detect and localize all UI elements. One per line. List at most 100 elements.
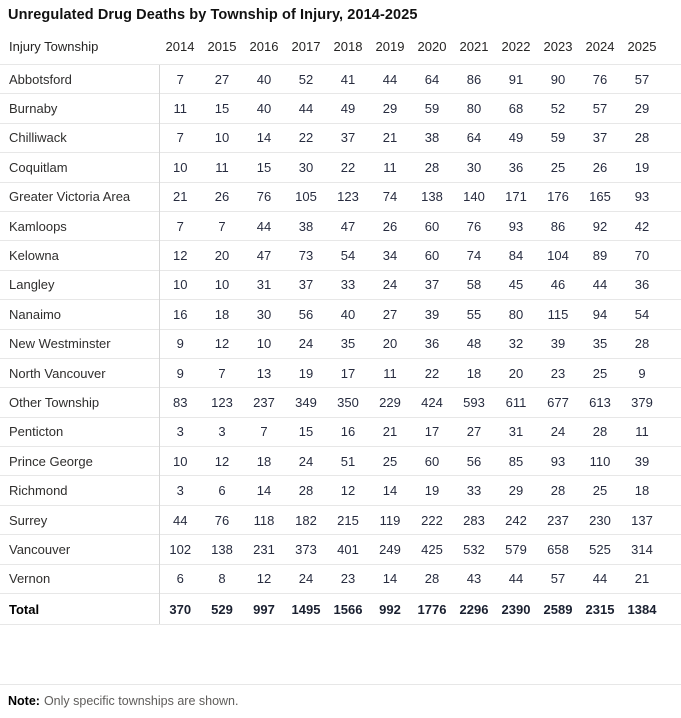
value-cell: 314	[621, 534, 663, 565]
total-value-cell: 1384	[621, 593, 663, 626]
header-row-label: Injury Township	[9, 38, 99, 54]
spacer-cell	[663, 93, 681, 124]
value-cell: 230	[579, 504, 621, 535]
value-cell: 27	[369, 299, 411, 330]
value-cell: 7	[158, 210, 201, 241]
value-cell: 52	[537, 93, 579, 124]
value-cell: 237	[243, 387, 285, 418]
header-row: Injury Township 2014 2015 2016 2017 2018 2019 2…	[0, 28, 681, 65]
value-cell: 23	[327, 563, 369, 594]
value-cell: 231	[243, 534, 285, 565]
value-cell: 237	[537, 504, 579, 535]
value-cell: 8	[201, 563, 243, 594]
value-cell: 52	[285, 63, 327, 94]
table-row-label: Chilliwack	[0, 122, 159, 153]
value-cell: 36	[621, 269, 663, 300]
value-cell: 242	[495, 504, 537, 535]
total-value-cell: 1495	[285, 593, 327, 626]
value-cell: 532	[453, 534, 495, 565]
value-cell: 27	[453, 416, 495, 447]
spacer-cell	[663, 122, 681, 153]
value-cell: 44	[158, 504, 201, 535]
value-cell: 85	[495, 446, 537, 476]
value-cell: 73	[285, 240, 327, 271]
value-cell: 18	[621, 475, 663, 506]
value-cell: 9	[621, 357, 663, 388]
value-cell: 10	[158, 446, 201, 476]
spacer-cell	[663, 534, 681, 565]
table-row-label: Prince George	[0, 446, 159, 476]
value-cell: 138	[201, 534, 243, 565]
value-cell: 76	[201, 504, 243, 535]
value-cell: 23	[537, 357, 579, 388]
header-year-cell: 2025	[627, 38, 657, 54]
value-cell: 74	[369, 181, 411, 212]
value-cell: 16	[158, 299, 201, 330]
value-cell: 58	[453, 269, 495, 300]
table-header: Injury Township 2014 2015 2016 2017 2018 2019 2…	[0, 28, 681, 65]
value-cell: 15	[285, 416, 327, 447]
value-cell: 7	[201, 357, 243, 388]
value-cell: 182	[285, 504, 327, 535]
value-cell: 137	[621, 504, 663, 535]
value-cell: 28	[285, 475, 327, 506]
value-cell: 56	[453, 446, 495, 476]
value-cell: 39	[537, 328, 579, 359]
value-cell: 25	[579, 475, 621, 506]
value-cell: 47	[243, 240, 285, 271]
table-row-label: Abbotsford	[0, 63, 159, 94]
value-cell: 64	[411, 63, 453, 94]
value-cell: 10	[158, 269, 201, 300]
value-cell: 64	[453, 122, 495, 153]
value-cell: 24	[537, 416, 579, 447]
value-cell: 37	[285, 269, 327, 300]
value-cell: 80	[453, 93, 495, 124]
value-cell: 20	[201, 240, 243, 271]
value-cell: 38	[285, 210, 327, 241]
value-cell: 21	[621, 563, 663, 594]
value-cell: 57	[621, 63, 663, 94]
value-cell: 3	[158, 416, 201, 447]
table-row: Greater Victoria Area 21 26 76 105 123 74 138 14…	[0, 181, 681, 212]
value-cell: 57	[537, 563, 579, 594]
value-cell: 11	[201, 152, 243, 183]
value-cell: 14	[369, 475, 411, 506]
spacer-cell	[663, 387, 681, 418]
value-cell: 94	[579, 299, 621, 330]
value-cell: 27	[201, 63, 243, 94]
value-cell: 118	[243, 504, 285, 535]
value-cell: 19	[285, 357, 327, 388]
value-cell: 12	[201, 328, 243, 359]
spacer-cell	[663, 475, 681, 506]
value-cell: 165	[579, 181, 621, 212]
value-cell: 11	[621, 416, 663, 447]
value-cell: 42	[621, 210, 663, 241]
value-cell: 44	[579, 269, 621, 300]
value-cell: 47	[327, 210, 369, 241]
value-cell: 14	[243, 475, 285, 506]
table-row: Langley 10 10 31 37 33 24 37 58 45 46 44 36	[0, 269, 681, 300]
value-cell: 19	[411, 475, 453, 506]
value-cell: 30	[285, 152, 327, 183]
table-row-label: Burnaby	[0, 93, 159, 124]
value-cell: 140	[453, 181, 495, 212]
value-cell: 424	[411, 387, 453, 418]
table-row: Other Township 83 123 237 349 350 229 424 593 611…	[0, 387, 681, 418]
spacer-cell	[663, 240, 681, 271]
value-cell: 74	[453, 240, 495, 271]
value-cell: 21	[369, 416, 411, 447]
value-cell: 26	[201, 181, 243, 212]
value-cell: 15	[243, 152, 285, 183]
value-cell: 91	[495, 63, 537, 94]
value-cell: 86	[453, 63, 495, 94]
value-cell: 93	[495, 210, 537, 241]
value-cell: 59	[537, 122, 579, 153]
value-cell: 229	[369, 387, 411, 418]
table-row-label: Coquitlam	[0, 152, 159, 183]
value-cell: 44	[285, 93, 327, 124]
value-cell: 39	[621, 446, 663, 476]
spacer-cell	[663, 328, 681, 359]
table-row: Kelowna 12 20 47 73 54 34 60 74 84 104 89 70	[0, 240, 681, 271]
table-row: Surrey 44 76 118 182 215 119 222 283 242 237 230 137	[0, 504, 681, 535]
